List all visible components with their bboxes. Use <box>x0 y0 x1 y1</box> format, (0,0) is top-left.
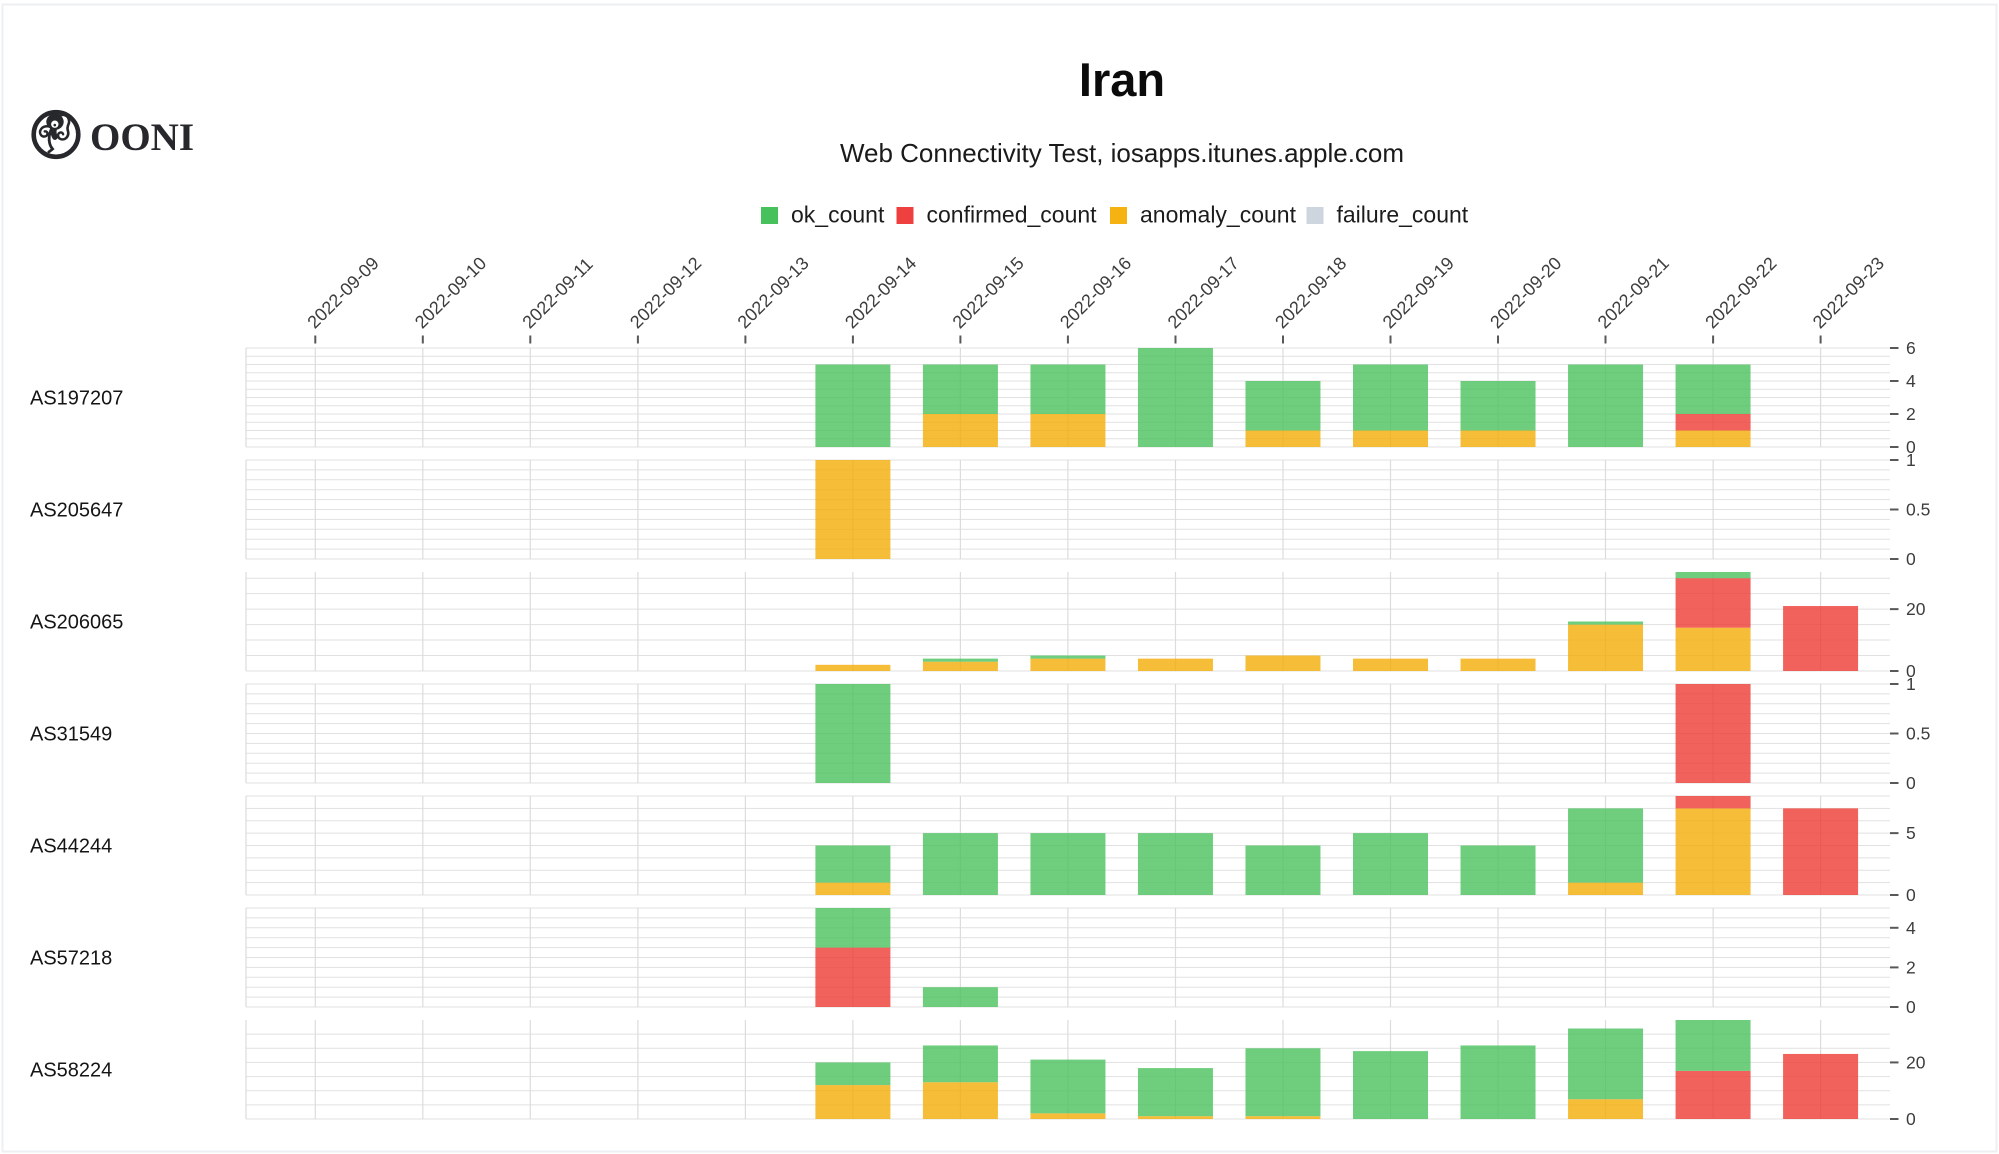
svg-text:OONI: OONI <box>90 116 194 159</box>
svg-text:1: 1 <box>1906 450 1916 470</box>
svg-text:20: 20 <box>1906 599 1926 619</box>
svg-text:AS206065: AS206065 <box>30 612 123 634</box>
svg-text:Web Connectivity Test, iosapps: Web Connectivity Test, iosapps.itunes.ap… <box>840 138 1404 168</box>
svg-text:failure_count: failure_count <box>1337 202 1469 228</box>
svg-text:2: 2 <box>1906 404 1916 424</box>
svg-text:20: 20 <box>1906 1052 1926 1072</box>
svg-text:AS58224: AS58224 <box>30 1060 112 1082</box>
svg-text:AS57218: AS57218 <box>30 948 112 970</box>
svg-text:anomaly_count: anomaly_count <box>1140 202 1297 228</box>
svg-text:AS44244: AS44244 <box>30 836 112 858</box>
svg-text:0.5: 0.5 <box>1906 724 1930 744</box>
svg-text:AS31549: AS31549 <box>30 724 112 746</box>
svg-text:6: 6 <box>1906 338 1916 358</box>
svg-text:confirmed_count: confirmed_count <box>927 202 1098 228</box>
svg-text:0: 0 <box>1906 773 1916 793</box>
svg-text:Iran: Iran <box>1079 53 1165 106</box>
svg-text:0: 0 <box>1906 1109 1916 1129</box>
svg-text:0: 0 <box>1906 549 1916 569</box>
svg-text:0: 0 <box>1906 661 1916 681</box>
svg-text:4: 4 <box>1906 918 1916 938</box>
svg-text:0.5: 0.5 <box>1906 500 1930 520</box>
svg-text:0: 0 <box>1906 437 1916 457</box>
svg-text:1: 1 <box>1906 674 1916 694</box>
svg-text:AS205647: AS205647 <box>30 500 123 522</box>
svg-text:0: 0 <box>1906 885 1916 905</box>
svg-text:AS197207: AS197207 <box>30 388 123 410</box>
svg-text:ok_count: ok_count <box>791 202 885 228</box>
svg-text:0: 0 <box>1906 997 1916 1017</box>
svg-text:2: 2 <box>1906 957 1916 977</box>
svg-text:5: 5 <box>1906 823 1916 843</box>
svg-text:4: 4 <box>1906 371 1916 391</box>
